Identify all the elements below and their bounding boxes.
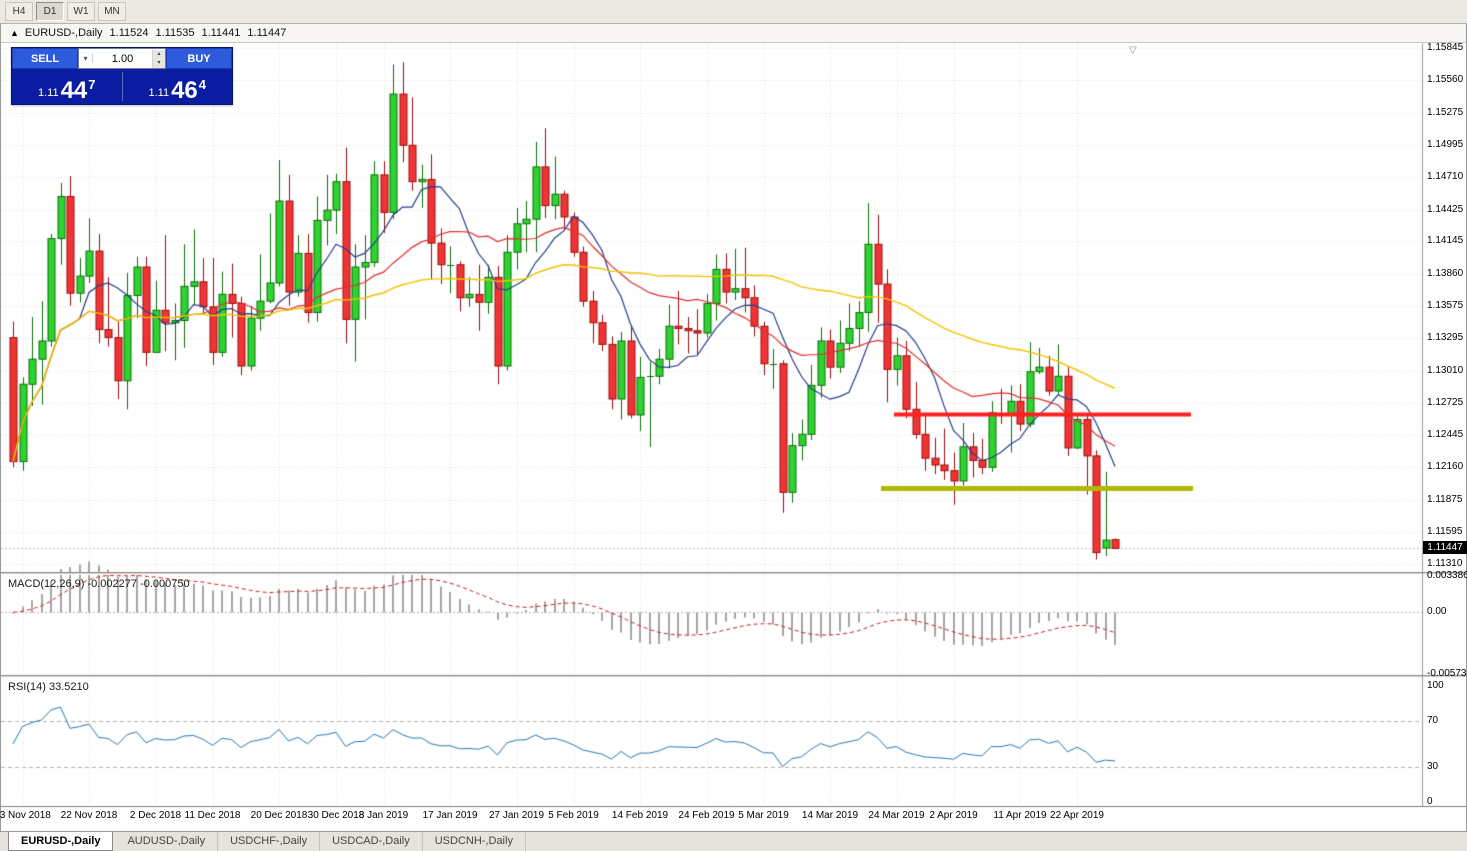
date-axis-label: 24 Feb 2019	[678, 810, 735, 821]
spinner-up-icon[interactable]: ▴	[153, 49, 165, 59]
timeframe-button-d1[interactable]: D1	[36, 2, 64, 21]
macd-indicator-label: MACD(12,26,9) -0.002277 -0.000750	[8, 578, 190, 590]
sell-price-button[interactable]: 1.11 44 7	[12, 69, 122, 104]
chart-tabs-bar: EURUSD-,Daily AUDUSD-,Daily USDCHF-,Daily U…	[0, 831, 1467, 851]
price-scale-label: 1.12445	[1427, 428, 1464, 440]
date-axis-label: 2 Apr 2019	[929, 810, 978, 821]
price-scale-label: 1.13860	[1427, 267, 1464, 279]
date-axis-label: 24 Mar 2019	[868, 810, 925, 821]
chart-high-value: 1.11535	[155, 27, 195, 39]
tab-usdchf-daily[interactable]: USDCHF-,Daily	[218, 832, 321, 851]
volume-control: ▾ 1.00 ▴ ▾	[78, 48, 166, 69]
chart-close-value: 1.11447	[247, 27, 287, 39]
sell-price-prefix: 1.11	[37, 87, 59, 99]
date-axis-label: 5 Mar 2019	[738, 810, 789, 821]
sell-button[interactable]: SELL	[12, 48, 78, 69]
chart-low-value: 1.11441	[201, 27, 241, 39]
chart-symbol-label: EURUSD-,Daily	[24, 27, 103, 39]
price-chart-canvas[interactable]	[1, 24, 1466, 831]
rsi-indicator-label: RSI(14) 33.5210	[8, 681, 89, 693]
one-click-prices-row: 1.11 44 7 1.11 46 4	[12, 69, 232, 104]
price-divider	[121, 72, 123, 101]
chart-open-value: 1.11524	[109, 27, 149, 39]
macd-scale-label: -0.005737	[1427, 668, 1467, 679]
price-scale-label: 1.13295	[1427, 332, 1464, 344]
chart-shift-marker-icon[interactable]: ▽	[1129, 45, 1137, 56]
price-scale-label: 1.11875	[1427, 493, 1463, 505]
price-scale-label: 1.14710	[1427, 171, 1464, 183]
rsi-scale-label: 70	[1427, 714, 1439, 726]
volume-spinner[interactable]: ▴ ▾	[152, 49, 165, 68]
date-axis-label: 22 Nov 2018	[60, 810, 118, 821]
price-scale-label: 1.15275	[1427, 106, 1464, 118]
one-click-collapse-icon[interactable]: ▲	[10, 28, 19, 38]
date-axis-label: 13 Nov 2018	[0, 810, 51, 821]
buy-button[interactable]: BUY	[166, 48, 232, 69]
price-scale-label: 1.14145	[1427, 235, 1464, 247]
price-scale-label: 1.12725	[1427, 396, 1464, 408]
price-scale-label: 1.15845	[1427, 42, 1464, 53]
date-axis-label: 14 Feb 2019	[611, 810, 669, 821]
rsi-scale-label: 100	[1427, 680, 1444, 691]
volume-value[interactable]: 1.00	[111, 52, 134, 65]
chart-header: ▲ EURUSD-,Daily 1.11524 1.11535 1.11441 …	[1, 24, 1466, 43]
tab-audusd-daily[interactable]: AUDUSD-,Daily	[115, 832, 219, 851]
date-axis-label: 22 Apr 2019	[1050, 810, 1104, 821]
date-axis-label: 8 Jan 2019	[358, 810, 409, 821]
timeframe-button-h4[interactable]: H4	[5, 2, 33, 21]
timeframe-button-w1[interactable]: W1	[67, 2, 95, 21]
price-scale-label: 1.15560	[1427, 74, 1464, 86]
date-axis-label: 17 Jan 2019	[422, 810, 478, 821]
chart-window: ▲ EURUSD-,Daily 1.11524 1.11535 1.11441 …	[0, 24, 1467, 831]
current-price-tag: 1.11447	[1423, 541, 1467, 555]
price-scale-label: 1.13575	[1427, 300, 1464, 312]
volume-dropdown-arrow-icon[interactable]: ▾	[79, 54, 93, 63]
buy-price-prefix: 1.11	[148, 87, 170, 99]
macd-scale-label: 0.00	[1427, 606, 1447, 618]
date-axis-label: 2 Dec 2018	[129, 810, 182, 821]
rsi-scale-label: 30	[1427, 761, 1439, 773]
timeframe-button-mn[interactable]: MN	[98, 2, 126, 21]
tab-eurusd-daily[interactable]: EURUSD-,Daily	[8, 832, 114, 851]
rsi-scale-label: 0	[1427, 796, 1433, 807]
buy-price-button[interactable]: 1.11 46 4	[123, 69, 233, 104]
timeframe-toolbar: H4 D1 W1 MN	[0, 0, 1467, 24]
date-axis-label: 5 Feb 2019	[548, 810, 599, 821]
buy-price-pipette: 4	[198, 77, 207, 92]
price-scale-label: 1.14995	[1427, 138, 1464, 150]
tab-usdcnh-daily[interactable]: USDCNH-,Daily	[423, 832, 526, 851]
date-axis-label: 11 Dec 2018	[184, 810, 241, 821]
macd-scale-label: 0.003386	[1427, 570, 1467, 581]
date-axis-label: 20 Dec 2018	[250, 810, 308, 821]
sell-price-big-digits: 44	[60, 77, 88, 104]
buy-price-big-digits: 46	[171, 77, 198, 104]
price-scale-label: 1.12160	[1427, 461, 1464, 473]
price-scale-label: 1.11310	[1427, 558, 1463, 569]
price-scale-label: 1.11595	[1427, 525, 1463, 537]
price-scale-label: 1.13010	[1427, 364, 1464, 376]
sell-price-pipette: 7	[88, 77, 96, 92]
spinner-down-icon[interactable]: ▾	[153, 58, 165, 68]
one-click-controls-row: SELL ▾ 1.00 ▴ ▾ BUY	[12, 48, 232, 69]
date-axis-label: 27 Jan 2019	[488, 810, 545, 821]
date-axis-label: 11 Apr 2019	[993, 810, 1047, 821]
tab-usdcad-daily[interactable]: USDCAD-,Daily	[320, 832, 423, 851]
date-axis-label: 14 Mar 2019	[801, 810, 859, 821]
one-click-trading-panel: SELL ▾ 1.00 ▴ ▾ BUY 1.11 44 7 1.11 46 4	[11, 47, 233, 105]
price-scale-label: 1.14425	[1427, 203, 1464, 215]
date-axis-label: 30 Dec 2018	[307, 810, 365, 821]
